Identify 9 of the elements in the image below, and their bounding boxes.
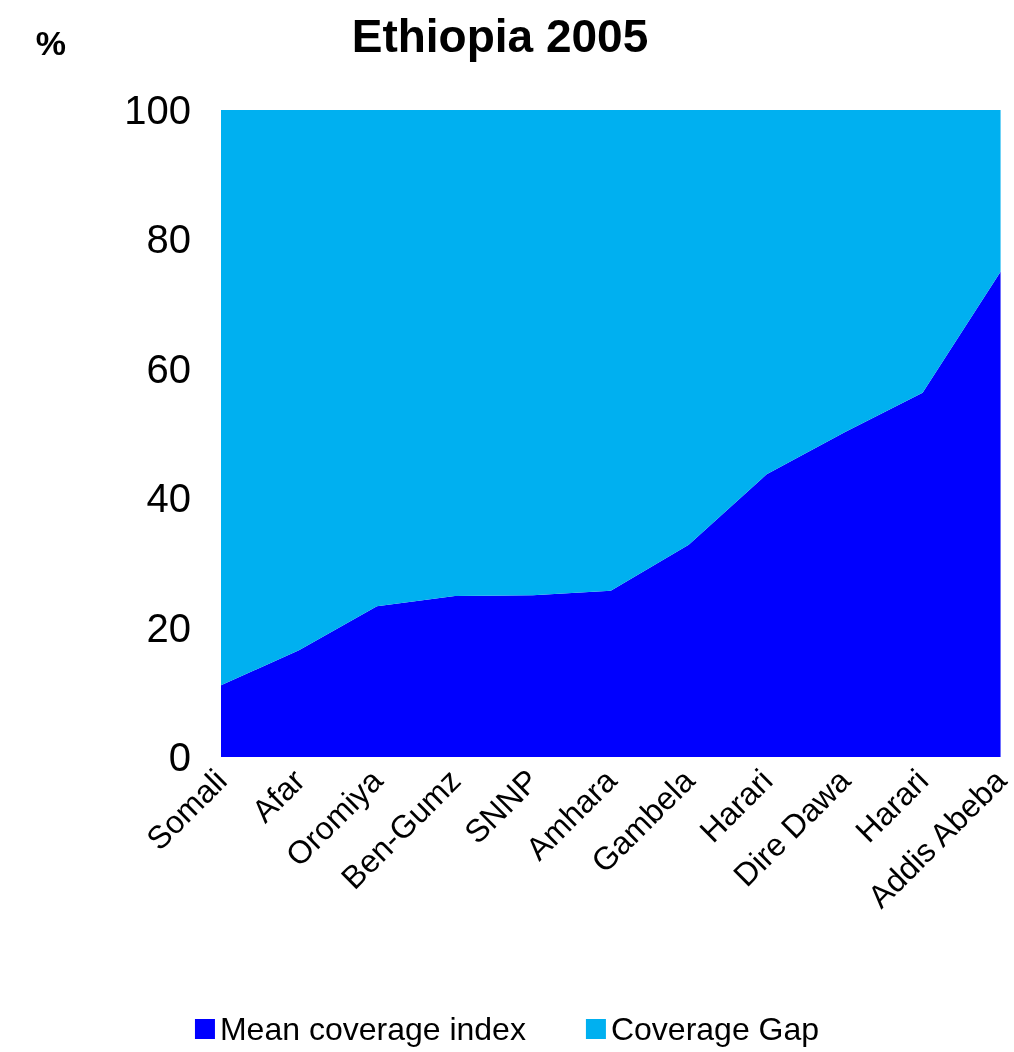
y-tick-label: 60 bbox=[146, 346, 191, 391]
y-tick-label: 40 bbox=[146, 476, 191, 521]
y-tick-label: 20 bbox=[146, 605, 191, 650]
y-tick-label: 100 bbox=[124, 88, 191, 132]
y-axis-title: % bbox=[35, 24, 66, 62]
legend-label: Coverage Gap bbox=[610, 1011, 820, 1047]
chart-title: Ethiopia 2005 bbox=[351, 10, 649, 62]
y-tick-label: 80 bbox=[146, 217, 191, 262]
legend-label: Mean coverage index bbox=[219, 1011, 526, 1047]
